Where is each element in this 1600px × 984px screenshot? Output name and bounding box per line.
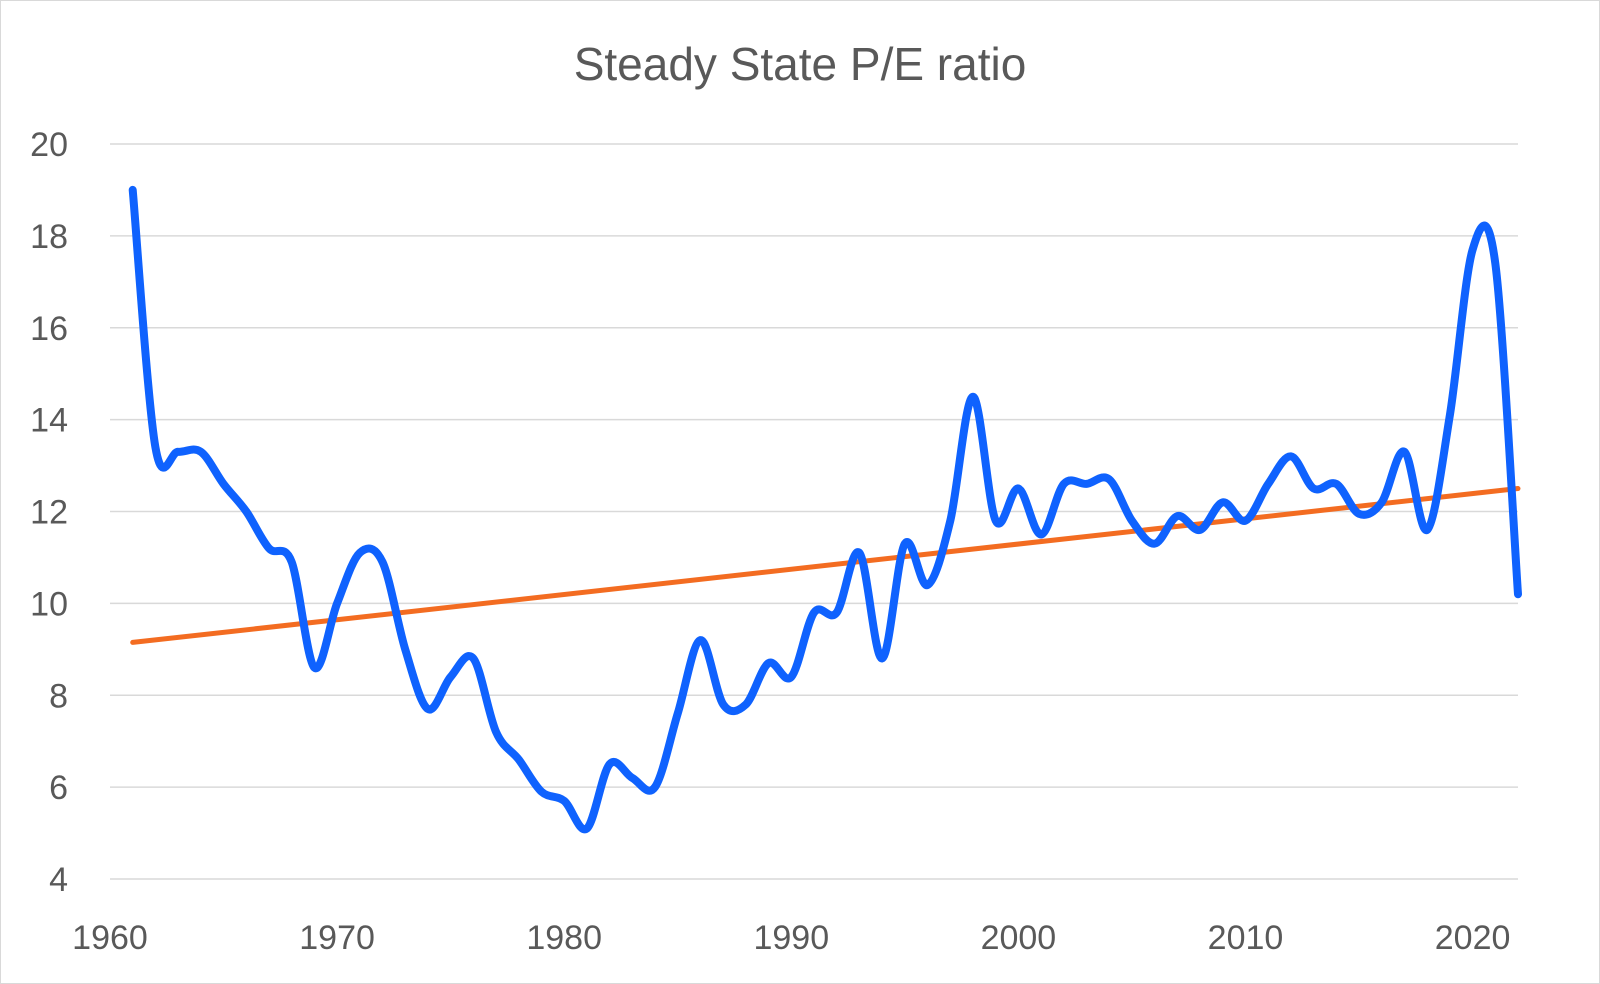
pe-ratio-point-2011 [1265,481,1271,487]
pe-ratio-point-1989 [766,660,772,666]
pe-ratio-point-1987 [720,701,726,707]
y-tick-label: 12 [30,494,68,532]
pe-ratio-point-1997 [947,518,953,524]
pe-ratio-point-1971 [357,550,363,556]
pe-ratio-point-1995 [902,541,908,547]
pe-ratio-point-2001 [1038,532,1044,538]
pe-ratio-point-2014 [1333,481,1339,487]
y-tick-label: 18 [30,218,68,256]
pe-ratio-point-1967 [266,545,272,551]
pe-ratio-point-1977 [493,729,499,735]
pe-ratio-point-1999 [993,518,999,524]
pe-ratio-point-2012 [1288,453,1294,459]
pe-ratio-point-2003 [1084,481,1090,487]
pe-ratio-point-1961 [130,187,136,193]
pe-ratio-point-2021 [1492,260,1498,266]
y-axis-tick-labels: 4 6 8 10 12 14 16 18 20 [30,126,68,899]
pe-ratio-point-1982 [607,761,613,767]
x-tick-label: 1970 [299,919,375,957]
pe-ratio-point-2018 [1424,527,1430,533]
pe-ratio-point-1981 [584,826,590,832]
pe-ratio-point-1973 [402,646,408,652]
pe-ratio-point-1986 [698,637,704,643]
pe-ratio-point-2015 [1356,511,1362,517]
pe-ratio-point-2000 [1015,486,1021,492]
pe-ratio-point-1991 [811,610,817,616]
y-tick-label: 6 [49,769,68,807]
pe-ratio-point-2009 [1220,499,1226,505]
pe-ratio-point-2007 [1174,513,1180,519]
pe-ratio-point-1970 [334,600,340,606]
pe-ratio-point-1990 [788,674,794,680]
pe-ratio-point-1980 [561,798,567,804]
pe-ratio-point-2016 [1379,499,1385,505]
pe-ratio-point-1988 [743,701,749,707]
x-tick-label: 2010 [1208,919,1284,957]
pe-ratio-point-1985 [675,711,681,717]
pe-ratio-point-1975 [448,674,454,680]
pe-ratio-point-2017 [1402,449,1408,455]
pe-ratio-point-1976 [470,656,476,662]
pe-ratio-point-1974 [425,706,431,712]
pe-ratio-line [128,185,1522,834]
pe-ratio-point-1963 [175,449,181,455]
pe-ratio-point-1993 [856,550,862,556]
pe-ratio-point-2006 [1152,541,1158,547]
y-tick-label: 14 [30,402,68,440]
pe-ratio-point-1983 [629,775,635,781]
x-axis-tick-labels: 1960 1970 1980 1990 2000 2010 2020 [72,919,1510,957]
pe-ratio-point-2002 [1061,481,1067,487]
pe-ratio-point-1962 [152,444,158,450]
pe-ratio-point-1996 [925,582,931,588]
pe-ratio-point-2010 [1243,518,1249,524]
pe-ratio-point-2022 [1515,591,1521,597]
pe-ratio-point-1992 [834,610,840,616]
y-tick-label: 10 [30,585,68,623]
pe-ratio-point-2013 [1311,486,1317,492]
pe-ratio-point-1966 [243,509,249,515]
pe-ratio-point-1994 [879,656,885,662]
pe-ratio-point-2008 [1197,527,1203,533]
pe-ratio-point-2020 [1470,247,1476,253]
x-tick-label: 1990 [753,919,829,957]
y-tick-label: 16 [30,310,68,348]
pe-ratio-point-1969 [311,665,317,671]
pe-ratio-point-1965 [221,481,227,487]
pe-ratio-point-1972 [380,559,386,565]
chart-title: Steady State P/E ratio [574,38,1027,90]
pe-ratio-point-2005 [1129,518,1135,524]
y-tick-label: 4 [49,861,68,899]
pe-ratio-point-1979 [539,789,545,795]
pe-ratio-point-1978 [516,757,522,763]
pe-ratio-point-1984 [652,784,658,790]
pe-ratio-point-1968 [289,559,295,565]
x-tick-label: 1980 [526,919,602,957]
x-tick-label: 1960 [72,919,148,957]
series-layer [128,185,1522,834]
pe-ratio-point-1964 [198,449,204,455]
y-tick-label: 8 [49,677,68,715]
gridlines [110,143,1518,880]
y-tick-label: 20 [30,126,68,164]
pe-ratio-point-2019 [1447,412,1453,418]
pe-ratio-point-2004 [1106,476,1112,482]
trend-line [130,486,1521,645]
pe-ratio-point-1998 [970,394,976,400]
x-tick-label: 2000 [981,919,1057,957]
x-tick-label: 2020 [1435,919,1511,957]
